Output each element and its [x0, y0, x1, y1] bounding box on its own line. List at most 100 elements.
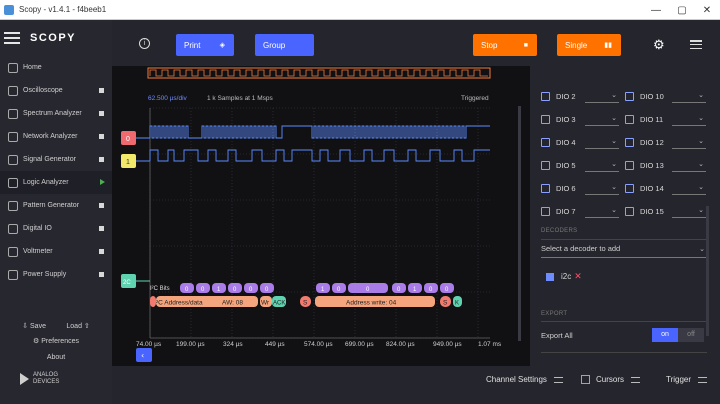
single-button[interactable]: Single ▮▮ [557, 34, 621, 56]
checkbox-icon [625, 91, 634, 101]
nav-item-spectrum-analyzer[interactable]: Spectrum Analyzer [0, 102, 112, 125]
decoder-row-label: I²C Bits [150, 286, 170, 292]
oscilloscope-icon [8, 85, 18, 96]
menu-icon[interactable] [690, 40, 702, 49]
sidebar: SCOPY Home Oscilloscope Spectrum Analyze… [0, 20, 112, 404]
ack2-label: K [455, 301, 459, 307]
dio-7-checkbox[interactable]: DIO 7 [541, 204, 576, 218]
dio-3-dropdown[interactable]: ⌄ [585, 113, 619, 126]
address-data-label: ²C Address/data [156, 300, 203, 307]
nav-item-pattern-generator[interactable]: Pattern Generator [0, 194, 112, 217]
dio-10-dropdown[interactable]: ⌄ [672, 90, 706, 103]
save-button[interactable]: ⇩ Save [22, 322, 46, 330]
chevron-down-icon: ⌄ [611, 161, 617, 168]
plot-vscrollbar[interactable] [518, 106, 521, 341]
decoder-item-i2c[interactable]: i2c ✕ [546, 271, 582, 282]
print-label: Print [184, 40, 201, 50]
dio-11-dropdown[interactable]: ⌄ [672, 113, 706, 126]
dio-11-checkbox[interactable]: DIO 11 [625, 112, 663, 126]
toggle-off[interactable]: off [678, 328, 704, 342]
nav-item-voltmeter[interactable]: Voltmeter [0, 240, 112, 263]
trigger-button[interactable]: Trigger [666, 375, 708, 384]
hamburger-icon[interactable] [4, 32, 20, 44]
decoder-bits: 0 0 1 0 0 0 1 0 0 0 1 0 0 [180, 283, 454, 293]
dio-15-dropdown[interactable]: ⌄ [672, 205, 706, 218]
panel-scrollbar[interactable] [706, 206, 709, 336]
info-icon[interactable]: i [139, 38, 150, 49]
dio-13-dropdown[interactable]: ⌄ [672, 159, 706, 172]
nav-item-oscilloscope[interactable]: Oscilloscope [0, 79, 112, 102]
dio-14-dropdown[interactable]: ⌄ [672, 182, 706, 195]
sidebar-bottom: ⇩ Save Load ⇧ ⚙ Preferences About [0, 318, 112, 366]
nav-item-home[interactable]: Home [0, 56, 112, 79]
dio-6-checkbox[interactable]: DIO 6 [541, 181, 576, 195]
checkbox-icon [625, 183, 634, 193]
app-icon [4, 4, 14, 15]
dio-15-checkbox[interactable]: DIO 15 [625, 204, 664, 218]
nav-item-network-analyzer[interactable]: Network Analyzer [0, 125, 112, 148]
bit-cell [332, 283, 346, 293]
chevron-down-icon: ⌄ [698, 92, 704, 99]
save-label: Save [30, 323, 46, 330]
channel-0-badge[interactable] [121, 131, 136, 145]
decoder-select[interactable]: Select a decoder to add ⌄ [541, 244, 707, 258]
dio-3-checkbox[interactable]: DIO 3 [541, 112, 576, 126]
group-button[interactable]: Group [255, 34, 314, 56]
maximize-button[interactable]: ▢ [677, 4, 687, 16]
channel-settings-button[interactable]: Channel Settings [486, 375, 563, 384]
signal-generator-icon [8, 154, 18, 165]
chevron-down-icon: ⌄ [698, 138, 704, 145]
checkbox-icon [541, 206, 550, 216]
stop-button[interactable]: Stop ■ [473, 34, 537, 56]
dio-12-checkbox[interactable]: DIO 12 [625, 135, 664, 149]
dio-10-checkbox[interactable]: DIO 10 [625, 89, 664, 103]
dio-5-checkbox[interactable]: DIO 5 [541, 158, 576, 172]
cursors-button[interactable]: Cursors [581, 375, 641, 384]
dio-7-dropdown[interactable]: ⌄ [585, 205, 619, 218]
decoder-channel-badge[interactable] [121, 274, 136, 288]
channel-1-label: 1 [126, 159, 130, 166]
decoders-divider [541, 239, 707, 240]
dio-6-dropdown[interactable]: ⌄ [585, 182, 619, 195]
start-label: S [303, 300, 308, 307]
remove-decoder-icon[interactable]: ✕ [574, 271, 582, 281]
export-toggle[interactable]: on off [652, 328, 704, 342]
dio-2-dropdown[interactable]: ⌄ [585, 90, 619, 103]
minimize-button[interactable]: — [651, 4, 661, 16]
logic-plot[interactable]: 62.500 µs/div 1 k Samples at 1 Msps Trig… [112, 66, 530, 366]
bit-cell [180, 283, 194, 293]
channel-1-badge[interactable] [121, 154, 136, 168]
gear-icon[interactable]: ⚙ [653, 37, 665, 52]
dio-4-checkbox[interactable]: DIO 4 [541, 135, 576, 149]
overview-frame [147, 67, 491, 79]
dio-13-checkbox[interactable]: DIO 13 [625, 158, 664, 172]
dio-label: DIO 10 [640, 91, 664, 101]
bit-cell [316, 283, 330, 293]
x-tick-labels: 74.00 µs 199.00 µs 324 µs 449 µs 574.00 … [136, 341, 502, 348]
close-button[interactable]: ✕ [702, 4, 712, 16]
preferences-button[interactable]: ⚙ Preferences [0, 334, 112, 350]
dio-2-checkbox[interactable]: DIO 2 [541, 89, 576, 103]
nav-item-signal-generator[interactable]: Signal Generator [0, 148, 112, 171]
dio-12-dropdown[interactable]: ⌄ [672, 136, 706, 149]
bit-cell [408, 283, 422, 293]
load-button[interactable]: Load ⇧ [66, 322, 89, 330]
bit-value: 0 [429, 287, 433, 293]
toggle-on[interactable]: on [652, 328, 678, 342]
dio-4-dropdown[interactable]: ⌄ [585, 136, 619, 149]
print-button[interactable]: Print ◈ [176, 34, 234, 56]
nav-label: Home [23, 64, 42, 71]
nav-item-digital-io[interactable]: Digital IO [0, 217, 112, 240]
dio-5-dropdown[interactable]: ⌄ [585, 159, 619, 172]
about-button[interactable]: About [46, 354, 66, 361]
start-cell [300, 296, 311, 307]
nav-item-logic-analyzer[interactable]: Logic Analyzer [0, 171, 112, 194]
dio-14-checkbox[interactable]: DIO 14 [625, 181, 664, 195]
window-titlebar: Scopy - v1.4.1 - f4beeb1 — ▢ ✕ [0, 0, 720, 20]
checkbox-icon [625, 160, 634, 170]
x-tick: 574.00 µs [304, 341, 333, 348]
scroll-left-button[interactable] [136, 348, 152, 362]
analog-devices-logo: ANALOG DEVICES [20, 372, 59, 386]
load-icon: ⇧ [81, 323, 90, 330]
nav-item-power-supply[interactable]: Power Supply [0, 263, 112, 286]
